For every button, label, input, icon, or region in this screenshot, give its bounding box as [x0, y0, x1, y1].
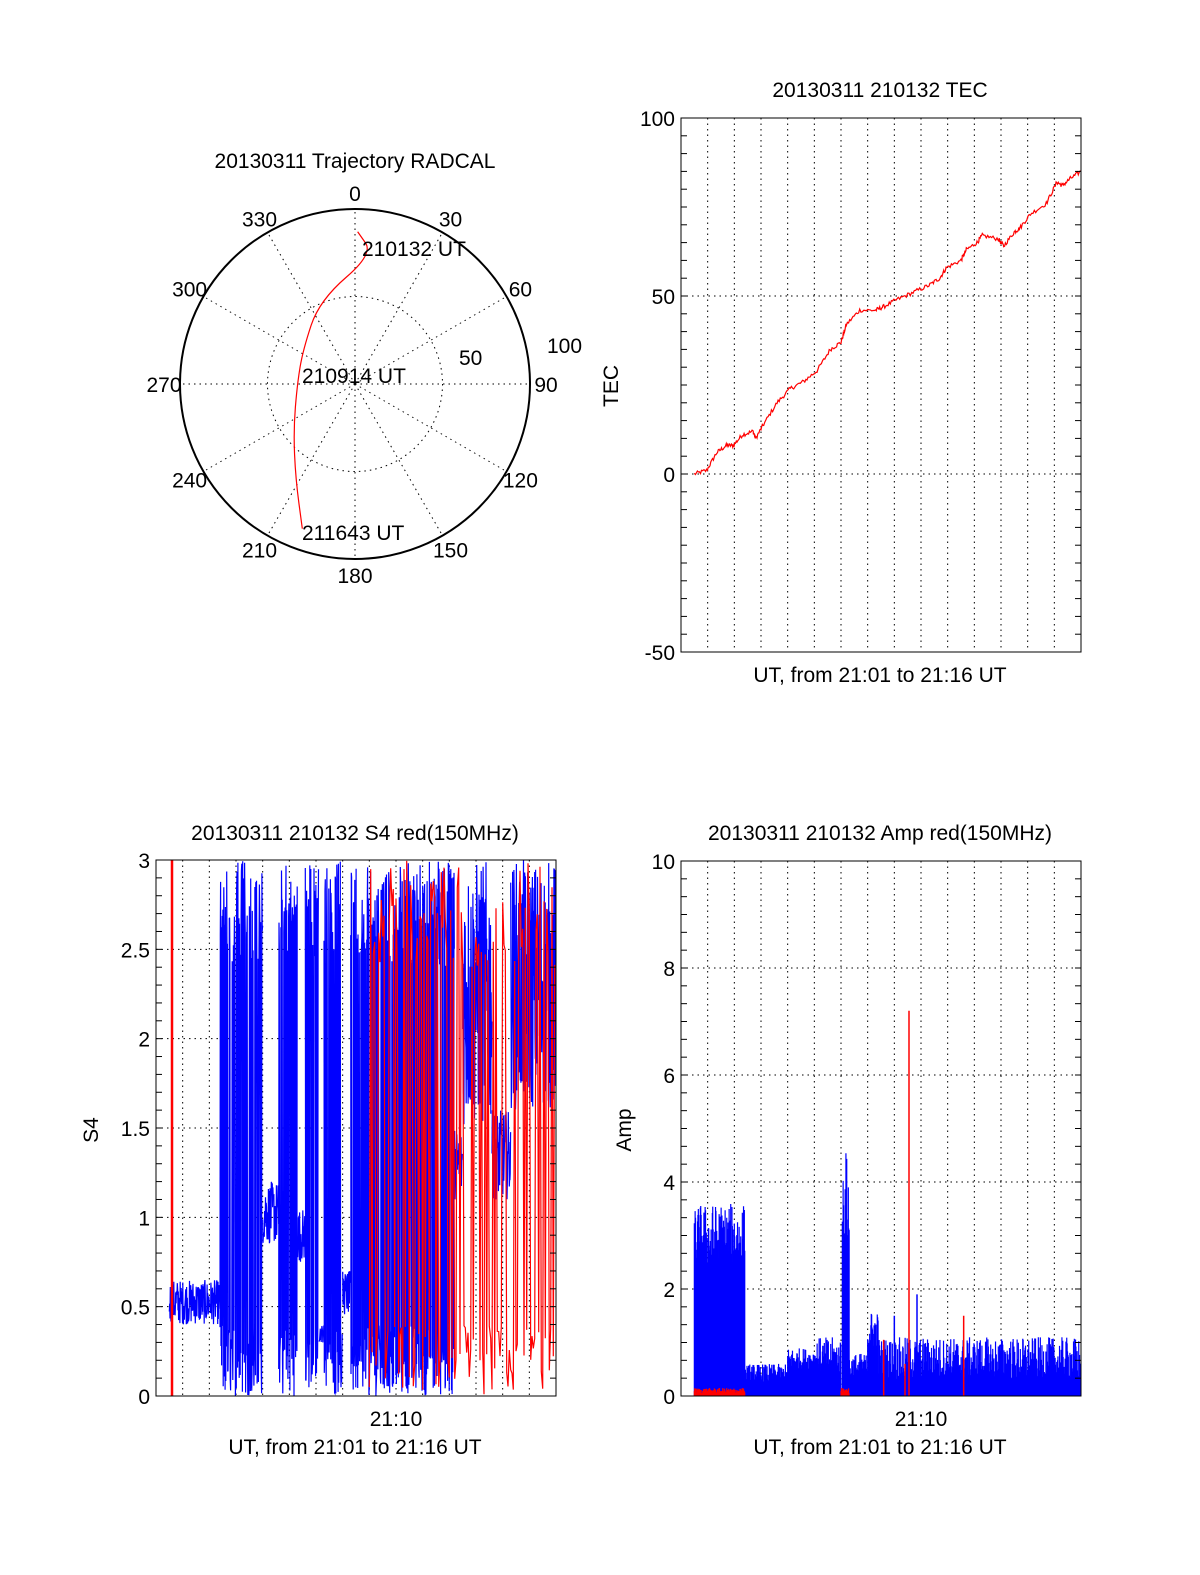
annotation-end: 211643 UT	[302, 522, 405, 545]
y-tick-label: 2	[663, 1279, 675, 1302]
s4-x-tick-2110: 21:10	[370, 1408, 423, 1431]
angle-label-240: 240	[172, 470, 207, 493]
amp-x-tick-2110: 21:10	[895, 1408, 948, 1431]
series-blue	[342, 1270, 352, 1315]
series-blue	[318, 1325, 325, 1343]
tec-y-ticks: 100 50 0 -50	[640, 108, 1081, 665]
tec-grid	[681, 118, 1081, 652]
spoke-120	[354, 383, 507, 472]
polar-trajectory-chart: 20130311 Trajectory RADCAL 0 30 60 90 120 150…	[146, 150, 582, 588]
spoke-150	[354, 383, 443, 536]
spoke-330	[267, 232, 356, 385]
spoke-240	[203, 383, 356, 472]
amp-ylabel: Amp	[613, 1108, 636, 1151]
series-blue	[168, 1279, 221, 1325]
series-blue	[323, 861, 344, 1396]
angle-label-150: 150	[433, 539, 468, 562]
angle-label-210: 210	[242, 539, 277, 562]
y-tick-label: 2	[138, 1029, 150, 1052]
s4-y-ticks: 3 2.5 2 1.5 1 0.5 0	[121, 850, 556, 1409]
polar-angle-labels: 0 30 60 90 120 150 180 210 240 270 300 330	[146, 183, 557, 588]
outer-circle	[179, 208, 531, 560]
angle-label-120: 120	[503, 470, 538, 493]
y-tick-label: 4	[663, 1172, 675, 1195]
amp-grid	[681, 861, 1081, 1396]
y-tick-label: 0	[138, 1386, 150, 1409]
amp-title: 20130311 210132 Amp red(150MHz)	[708, 822, 1052, 845]
angle-label-300: 300	[172, 279, 207, 302]
amp-chart: 20130311 210132 Amp red(150MHz) 1086420 …	[613, 822, 1082, 1459]
angle-label-0: 0	[349, 183, 361, 206]
tec-title: 20130311 210132 TEC	[772, 79, 987, 102]
s4-ylabel: S4	[80, 1117, 103, 1143]
annotation-mid: 210914 UT	[302, 365, 406, 388]
y-tick-label: 100	[640, 108, 675, 131]
tec-ylabel: TEC	[600, 365, 623, 407]
y-tick-label: 8	[663, 958, 675, 981]
series-blue	[296, 1210, 306, 1262]
s4-title: 20130311 210132 S4 red(150MHz)	[191, 822, 519, 845]
tec-chart: 20130311 210132 TEC 100 50 0 -50 UT, from 2…	[600, 79, 1082, 687]
angle-label-60: 60	[509, 279, 532, 302]
y-tick-label: 2.5	[121, 939, 150, 962]
series-blue	[510, 860, 557, 1110]
tec-plot-frame	[680, 117, 1082, 653]
spoke-210	[267, 383, 356, 536]
amp-y-ticks: 10 8 6 4 2 0	[652, 851, 1081, 1409]
tec-series	[693, 170, 1082, 476]
amp-series	[693, 1010, 1082, 1396]
y-tick-label: 6	[663, 1065, 675, 1088]
series-blue	[304, 865, 320, 1388]
s4-chart: 20130311 210132 S4 red(150MHz) 3 2.5 2 1.5 1…	[80, 822, 557, 1459]
angle-label-90: 90	[534, 374, 557, 397]
tec-xlabel: UT, from 21:01 to 21:16 UT	[753, 664, 1006, 687]
y-tick-label: 0	[663, 464, 675, 487]
y-tick-label: 0	[663, 1386, 675, 1409]
y-tick-label: 0.5	[121, 1297, 150, 1320]
series-line-TEC	[693, 170, 1082, 476]
angle-label-330: 330	[242, 209, 277, 232]
radial-tick-50: 50	[459, 347, 482, 370]
polar-grid	[179, 208, 531, 560]
angle-label-270: 270	[146, 374, 181, 397]
series-red	[368, 860, 556, 1395]
s4-xlabel: UT, from 21:01 to 21:16 UT	[228, 1436, 481, 1459]
amp-xlabel: UT, from 21:01 to 21:16 UT	[753, 1436, 1006, 1459]
trajectory-line	[293, 231, 368, 529]
angle-label-180: 180	[337, 565, 372, 588]
annotation-start: 210132 UT	[362, 238, 466, 261]
polar-title: 20130311 Trajectory RADCAL	[215, 150, 496, 173]
y-tick-label: -50	[645, 642, 675, 665]
y-tick-label: 1	[138, 1207, 150, 1230]
y-tick-label: 50	[652, 286, 675, 309]
inner-circle	[267, 296, 443, 472]
series-blue	[219, 861, 264, 1396]
y-tick-label: 1.5	[121, 1118, 150, 1141]
y-tick-label: 3	[138, 850, 150, 873]
angle-label-30: 30	[439, 209, 462, 232]
s4-series	[168, 860, 557, 1396]
radial-tick-100: 100	[547, 335, 582, 358]
series-blue	[262, 1181, 280, 1244]
y-tick-label: 10	[652, 851, 675, 874]
series-blue	[278, 865, 298, 1396]
